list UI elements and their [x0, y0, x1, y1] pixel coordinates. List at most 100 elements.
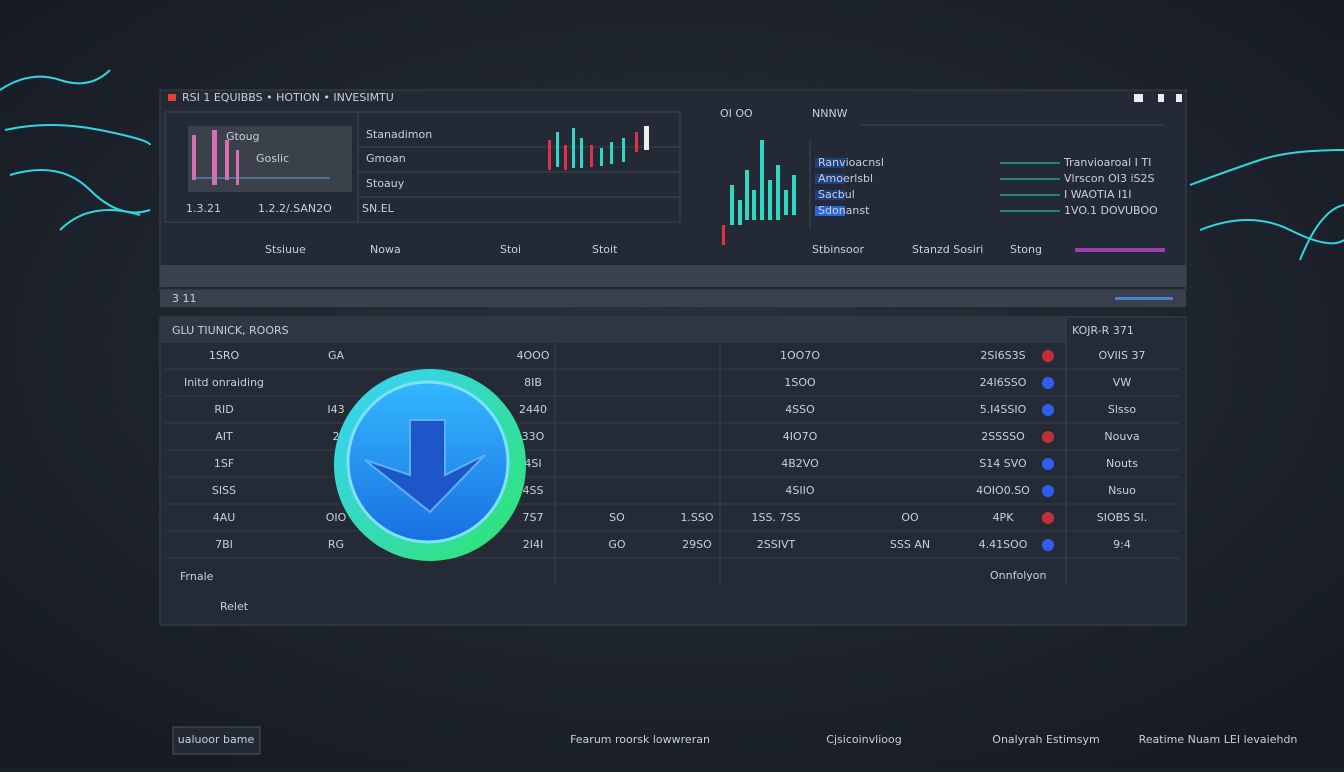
- summary-label: Stoit: [592, 243, 618, 256]
- cell-price: 2SI6S3S: [980, 349, 1025, 362]
- card-title: Gtoug: [226, 130, 260, 143]
- footer: ualuoor bame Fearum roorsk lowwreran Cjsic…: [178, 733, 1298, 746]
- candles-small: [548, 126, 649, 170]
- cell-price: 4OIO0.SO: [976, 484, 1030, 497]
- cell-vol: 4SSO: [785, 403, 815, 416]
- cell-code: GA: [328, 349, 345, 362]
- table-header: [160, 317, 1066, 343]
- cell-mid: SSS AN: [890, 538, 930, 551]
- row-icon[interactable]: [1042, 539, 1054, 551]
- cell-v3: 2SSIVT: [757, 538, 796, 551]
- list-label: Sdonanst: [818, 204, 870, 217]
- list-bar: [815, 190, 845, 200]
- footer-item[interactable]: ualuoor bame: [178, 733, 255, 746]
- metric-label: Stoauy: [366, 177, 405, 190]
- footer-item[interactable]: Cjsicoinvlioog: [826, 733, 901, 746]
- list-label: Amoerlsbl: [818, 172, 873, 185]
- cell-name: 1SF: [214, 457, 234, 470]
- summary-label: Stsiuue: [265, 243, 306, 256]
- cell-amount: 2I4I: [523, 538, 544, 551]
- summary-label: Nowa: [370, 243, 401, 256]
- cell-price: 4PK: [993, 511, 1015, 524]
- footer-item[interactable]: Reatime Nuam LEI levaiehdn: [1139, 733, 1298, 746]
- summary-label: Stbinsoor: [812, 243, 864, 256]
- cell-side: Nouts: [1106, 457, 1138, 470]
- progress: [1115, 297, 1173, 300]
- metric-label: Stanadimon: [366, 128, 432, 141]
- row-icon[interactable]: [1042, 377, 1054, 389]
- list-value: 1VO.1 DOVUBOO: [1064, 204, 1158, 217]
- cell-v2: 1.SSO: [680, 511, 713, 524]
- summary-label: Stong: [1010, 243, 1042, 256]
- cell-side: Slsso: [1108, 403, 1137, 416]
- cell-code: 2: [333, 430, 340, 443]
- app-title: RSI 1 EQUIBBS • HOTION • INVESIMTU: [182, 91, 394, 104]
- list-label: Sacbul: [818, 188, 855, 201]
- row-icon[interactable]: [1042, 350, 1054, 362]
- decor-left: [0, 69, 151, 231]
- footer-action[interactable]: Relet: [220, 600, 249, 613]
- cell-side: Nouva: [1104, 430, 1139, 443]
- cell-vol: 1OO7O: [780, 349, 820, 362]
- cell-name: AIT: [215, 430, 233, 443]
- footer-item[interactable]: Onalyrah Estimsym: [992, 733, 1099, 746]
- footer-left: Frnale: [180, 570, 214, 583]
- big-value: 1.2.2/.SAN2O: [258, 202, 332, 215]
- list-value: I WAOTIA I1I: [1064, 188, 1131, 201]
- window-button[interactable]: [1176, 94, 1182, 102]
- list-value: Vlrscon OI3 iS2S: [1064, 172, 1155, 185]
- cell-vol: 1SOO: [784, 376, 816, 389]
- cell-name: 7BI: [215, 538, 233, 551]
- cell-side: VW: [1113, 376, 1132, 389]
- cell-side: OVIIS 37: [1099, 349, 1146, 362]
- window-button[interactable]: [1134, 94, 1143, 102]
- summary-bar: [1075, 248, 1165, 252]
- footer-button[interactable]: [172, 726, 261, 755]
- card-subtitle: Goslic: [256, 152, 289, 165]
- left-widget: [164, 111, 681, 223]
- footer-right: Onnfolyon: [990, 569, 1047, 582]
- row-icon[interactable]: [1042, 485, 1054, 497]
- row-icon[interactable]: [1042, 404, 1054, 416]
- cell-name: 1SRO: [209, 349, 240, 362]
- list-bar: [815, 174, 845, 184]
- download-arrow: [364, 419, 486, 514]
- row-icon[interactable]: [1042, 431, 1054, 443]
- candles-large: [722, 140, 796, 245]
- cell-code: RG: [328, 538, 344, 551]
- cell-price: 4.41SOO: [979, 538, 1028, 551]
- cell-v1: GO: [608, 538, 626, 551]
- cell-vol: 4IO7O: [783, 430, 818, 443]
- cell-amount: 33O: [522, 430, 545, 443]
- info-strip: [160, 265, 1186, 287]
- cell-name: 4AU: [213, 511, 236, 524]
- big-suffix: SN.EL: [362, 202, 395, 215]
- value-label: 1.3.21: [186, 202, 221, 215]
- cell-mid: OO: [901, 511, 919, 524]
- summary-label: Stanzd Sosiri: [912, 243, 983, 256]
- cell-vol: 4B2VO: [781, 457, 819, 470]
- window-button[interactable]: [1158, 94, 1164, 102]
- section-label: 3 11: [172, 292, 197, 305]
- decor-right: [1189, 149, 1344, 261]
- row-icon[interactable]: [1042, 512, 1054, 524]
- list-bar: [815, 206, 845, 216]
- summary-row: Stsiuue Nowa Stoi Stoit Stbinsoor Stanzd Sosi…: [265, 243, 1165, 256]
- cell-price: 5.I4SSIO: [980, 403, 1027, 416]
- row-icon[interactable]: [1042, 458, 1054, 470]
- cell-name: RID: [214, 403, 233, 416]
- cell-v3: 1SS. 7SS: [752, 511, 801, 524]
- chart-subtitle: NNNW: [812, 107, 848, 120]
- cell-price: S14 SVO: [979, 457, 1027, 470]
- footer-item[interactable]: Fearum roorsk lowwreran: [570, 733, 710, 746]
- cell-amount: 8IB: [524, 376, 542, 389]
- top-right-list: Ranvioacnsl Tranvioaroal I TI Amoerlsbl Vlr…: [815, 156, 1158, 217]
- section-bar: [160, 290, 1186, 307]
- cell-name: SISS: [212, 484, 236, 497]
- cell-amount: 4OOO: [517, 349, 550, 362]
- side-title: KOJR-R 371: [1072, 324, 1134, 337]
- table-rows: 1SRO GA 4OOO 1OO7O 2SI6S3S OVIIS 37 Initd onra…: [165, 349, 1180, 559]
- cell-amount: 2440: [519, 403, 547, 416]
- table-title: GLU TIUNICK, ROORS: [172, 324, 289, 337]
- chart-title: OI OO: [720, 107, 753, 120]
